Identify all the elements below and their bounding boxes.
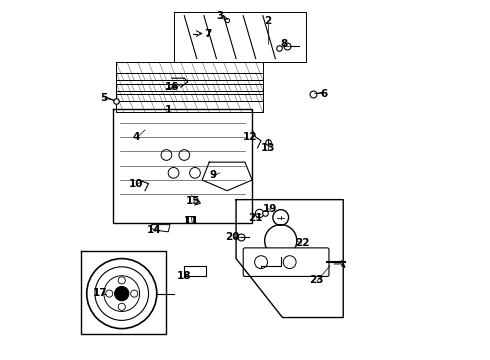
Text: 19: 19 <box>263 203 277 213</box>
Text: 17: 17 <box>93 288 108 297</box>
Text: 8: 8 <box>281 39 288 49</box>
Text: 15: 15 <box>186 197 200 206</box>
Text: 21: 21 <box>248 212 263 222</box>
Text: 18: 18 <box>177 271 192 282</box>
Text: 13: 13 <box>261 143 275 153</box>
Text: 3: 3 <box>217 11 223 21</box>
Text: 11: 11 <box>184 216 198 226</box>
Text: 9: 9 <box>209 170 217 180</box>
Text: 20: 20 <box>225 232 240 242</box>
Text: 16: 16 <box>165 82 179 92</box>
Text: 1: 1 <box>165 105 172 115</box>
Text: 4: 4 <box>132 132 140 142</box>
Text: 12: 12 <box>243 132 258 142</box>
Text: 7: 7 <box>204 28 211 39</box>
Text: 22: 22 <box>295 238 309 248</box>
Text: 23: 23 <box>309 275 324 285</box>
Text: 2: 2 <box>265 16 272 26</box>
Text: 10: 10 <box>129 179 143 189</box>
Text: 5: 5 <box>100 93 107 103</box>
Text: 6: 6 <box>320 89 327 99</box>
FancyBboxPatch shape <box>243 248 329 276</box>
Circle shape <box>115 287 129 301</box>
Text: 14: 14 <box>147 225 161 235</box>
